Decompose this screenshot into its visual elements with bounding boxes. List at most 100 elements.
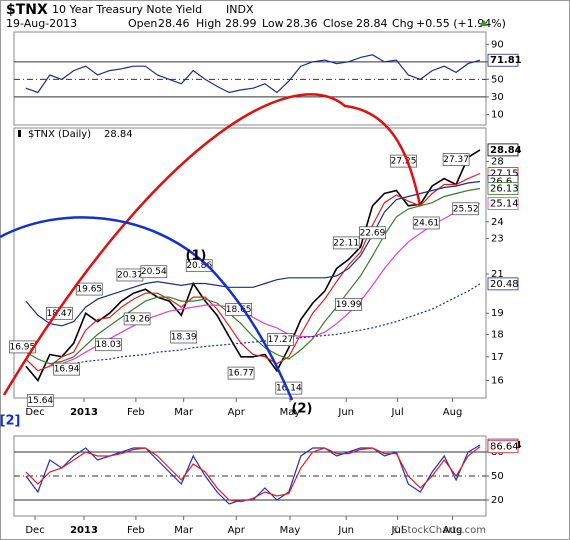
legend-icon	[18, 130, 21, 137]
end-value-label: 86.64	[490, 442, 519, 453]
end-value-label: 20.48	[490, 279, 519, 290]
price-label: 18.03	[96, 340, 122, 350]
x-tick-label: Apr	[228, 525, 246, 536]
panel-label: $TNX (Daily)	[28, 129, 91, 140]
x-tick-label: 2013	[70, 525, 98, 536]
y-tick-label: 23	[491, 233, 504, 244]
series-line	[25, 446, 481, 503]
x-tick-label: Jul	[391, 525, 404, 536]
cycle-arc-red	[2, 93, 422, 396]
price-label: 24.61	[413, 218, 439, 228]
y-tick-label: 10	[491, 109, 504, 120]
wave-label: [2]	[0, 414, 20, 429]
series-line	[61, 283, 481, 367]
price-label: 19.99	[336, 300, 362, 310]
end-value-box	[487, 440, 519, 454]
price-label: 22.11	[333, 238, 359, 248]
cycle-arc-blue	[0, 216, 294, 401]
series-line	[25, 444, 481, 505]
price-label: 27.37	[443, 155, 469, 165]
x-tick-label: 2013	[70, 407, 98, 418]
price-box	[267, 333, 294, 346]
price-label: 18.65	[226, 305, 252, 315]
date: 19-Aug-2013	[6, 17, 77, 30]
price-box	[335, 298, 362, 311]
price-box	[9, 340, 36, 354]
x-tick-label: May	[280, 525, 301, 536]
x-tick-label: Jun	[337, 407, 354, 418]
price-label: 16.95	[9, 342, 35, 352]
price-box	[227, 366, 255, 380]
wave-label: (2)	[292, 402, 313, 417]
open: 28.46	[158, 17, 190, 30]
y-tick-label: 50	[491, 471, 504, 482]
end-value-label: 28.84	[490, 145, 522, 156]
x-tick-label: Jun	[337, 525, 354, 536]
x-tick-label: Apr	[228, 407, 246, 418]
price-box	[442, 153, 470, 166]
low: 28.36	[286, 17, 318, 30]
x-tick-label: Dec	[25, 525, 44, 536]
symbol: $TNX	[6, 2, 48, 18]
security-name: 10 Year Treasury Note Yield	[52, 3, 202, 16]
end-value-box	[487, 143, 519, 157]
x-tick-label: Mar	[174, 525, 194, 536]
end-value-label: 71.81	[490, 55, 522, 66]
x-tick-label: Dec	[25, 407, 44, 418]
y-tick-label: 19	[491, 308, 504, 319]
y-tick-label: 21	[491, 269, 504, 280]
x-tick-label: Mar	[174, 407, 194, 418]
up-arrow	[480, 20, 488, 26]
price-label: 19.65	[76, 285, 102, 295]
y-tick-label: 50	[491, 74, 504, 85]
x-tick-label: Jul	[391, 407, 404, 418]
close: 28.84	[356, 17, 388, 30]
chg: +0.55 (+1.94%)	[416, 17, 506, 30]
credit: ©StockCharts.com	[391, 525, 486, 536]
series-line	[25, 187, 481, 365]
price-box	[359, 226, 386, 240]
price-box	[452, 202, 480, 216]
y-tick-label: 16	[491, 375, 504, 386]
price-label: 18.47	[47, 309, 73, 319]
end-value-label: 26.13	[490, 184, 519, 195]
end-value-box	[487, 277, 519, 291]
y-tick-label: 20	[491, 495, 504, 506]
end-value-box	[487, 197, 519, 211]
price-label: 18.39	[171, 333, 197, 343]
x-tick-label: May	[280, 407, 301, 418]
panel-label-value: 28.84	[104, 129, 133, 140]
price-label: 20.37	[117, 270, 143, 280]
price-label: 16.77	[228, 369, 254, 379]
price-label: 27.25	[391, 157, 417, 167]
price-label: 15.64	[27, 396, 53, 406]
price-label: 20.86	[186, 261, 212, 271]
price-box	[170, 330, 198, 344]
price-label: 22.69	[360, 228, 386, 238]
end-value-box	[487, 182, 519, 195]
y-tick-label: 24	[491, 217, 504, 228]
price-box	[412, 216, 440, 230]
y-tick-label: 17	[491, 352, 504, 363]
high: 28.99	[225, 17, 257, 30]
end-value-label: 27.15	[490, 169, 519, 180]
end-value-label: 26.6	[490, 177, 512, 188]
price-box	[53, 362, 80, 376]
price-label: 25.52	[453, 204, 479, 214]
price-label: 20.54	[141, 267, 167, 277]
x-tick-label: Aug	[443, 407, 463, 418]
series-line	[25, 180, 481, 327]
price-box	[332, 236, 360, 250]
y-tick-label: 18	[491, 329, 504, 340]
price-box	[26, 394, 54, 407]
series-line	[25, 54, 481, 94]
price-box	[123, 312, 151, 326]
price-box	[75, 282, 103, 296]
chg-label: Chg	[392, 17, 414, 30]
series-line	[49, 203, 481, 367]
end-value-box	[487, 53, 519, 67]
low-label: Low	[262, 17, 284, 30]
panel	[13, 31, 487, 126]
high-label: High	[196, 17, 221, 30]
